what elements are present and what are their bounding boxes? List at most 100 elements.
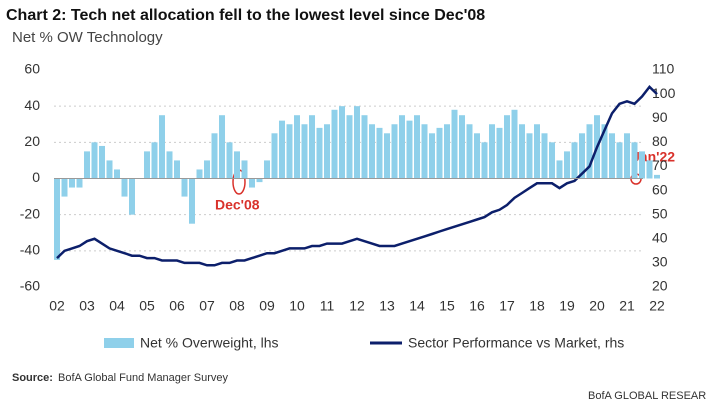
bar <box>76 178 83 188</box>
bar <box>541 133 548 179</box>
bar <box>481 142 488 179</box>
bar <box>406 120 413 179</box>
bar <box>459 115 465 179</box>
y2-tick-label: 20 <box>652 278 668 294</box>
bar <box>151 142 158 179</box>
x-tick-label: 22 <box>649 298 665 314</box>
bar <box>61 178 68 197</box>
bar <box>579 133 585 179</box>
footer: BofA GLOBAL RESEAR <box>588 390 706 402</box>
bar <box>369 124 375 179</box>
y-tick-label: 0 <box>32 169 40 185</box>
bar <box>294 115 300 179</box>
x-tick-label: 18 <box>529 298 545 314</box>
bar <box>399 115 405 179</box>
x-tick-label: 10 <box>289 298 305 314</box>
bar <box>211 133 218 179</box>
y-tick-label: 20 <box>24 133 40 149</box>
bar <box>654 174 660 179</box>
x-tick-label: 17 <box>499 298 515 314</box>
bar <box>271 133 278 179</box>
y2-tick-label: 100 <box>652 85 676 101</box>
bar <box>309 115 315 179</box>
x-tick-label: 15 <box>439 298 455 314</box>
bar <box>166 151 173 179</box>
y2-tick-label: 110 <box>652 61 675 77</box>
line <box>56 85 658 267</box>
x-tick-label: 20 <box>589 298 605 314</box>
bar <box>436 127 443 179</box>
bar <box>331 109 338 179</box>
y-tick-label: -20 <box>20 205 40 221</box>
bar <box>616 142 623 179</box>
chart-title: Chart 2: Tech net allocation fell to the… <box>6 7 485 24</box>
x-tick-label: 05 <box>139 298 155 314</box>
bar <box>534 124 540 179</box>
bar <box>226 142 233 179</box>
source-label: Source: <box>12 372 53 384</box>
x-tick-label: 04 <box>109 298 125 314</box>
bar <box>519 124 525 179</box>
bar <box>316 127 323 179</box>
bar <box>264 160 270 179</box>
bar <box>571 142 578 179</box>
bar <box>189 178 195 224</box>
bar <box>129 178 135 215</box>
bar <box>451 109 458 179</box>
bar <box>496 127 503 179</box>
bar <box>504 115 510 179</box>
bar <box>301 124 308 179</box>
bar <box>91 142 98 179</box>
bar <box>346 115 353 179</box>
bar <box>609 133 615 179</box>
legend-label: Net % Overweight, lhs <box>140 335 279 351</box>
bar <box>586 124 593 179</box>
bar <box>106 160 113 179</box>
bar <box>121 178 128 197</box>
x-tick-label: 14 <box>409 298 425 314</box>
legend-swatch <box>104 338 134 348</box>
bar <box>444 124 450 179</box>
bar <box>429 133 435 179</box>
x-tick-label: 06 <box>169 298 185 314</box>
y-tick-label: 60 <box>24 61 40 77</box>
bar <box>421 124 428 179</box>
y2-tick-label: 70 <box>652 157 668 173</box>
x-tick-label: 03 <box>79 298 95 314</box>
bar <box>196 169 203 179</box>
bar <box>631 142 638 179</box>
source: BofA Global Fund Manager Survey <box>58 372 228 384</box>
bar <box>624 133 630 179</box>
y2-tick-label: 80 <box>652 133 668 149</box>
y-tick-label: -40 <box>20 242 40 258</box>
bar <box>339 106 345 179</box>
bar <box>256 178 263 183</box>
x-tick-label: 13 <box>379 298 395 314</box>
y2-tick-label: 90 <box>652 109 668 125</box>
bar <box>84 151 90 179</box>
x-tick-label: 16 <box>469 298 485 314</box>
x-tick-label: 12 <box>349 298 365 314</box>
chart-subtitle: Net % OW Technology <box>12 29 163 46</box>
bar <box>646 160 653 179</box>
bar <box>549 142 555 179</box>
bar <box>286 124 293 179</box>
bar <box>376 127 383 179</box>
bar <box>54 178 60 260</box>
bar <box>324 124 330 179</box>
bar <box>69 178 75 188</box>
bar <box>241 160 248 179</box>
bar <box>279 120 285 179</box>
bar <box>159 115 165 179</box>
bar <box>204 160 210 179</box>
bar <box>144 151 150 179</box>
bar <box>391 124 398 179</box>
y2-tick-label: 30 <box>652 254 668 270</box>
bar <box>249 178 255 188</box>
bar <box>114 169 120 179</box>
bar <box>354 106 360 179</box>
bar <box>174 160 180 179</box>
legend-label: Sector Performance vs Market, rhs <box>408 335 624 351</box>
x-tick-label: 09 <box>259 298 275 314</box>
